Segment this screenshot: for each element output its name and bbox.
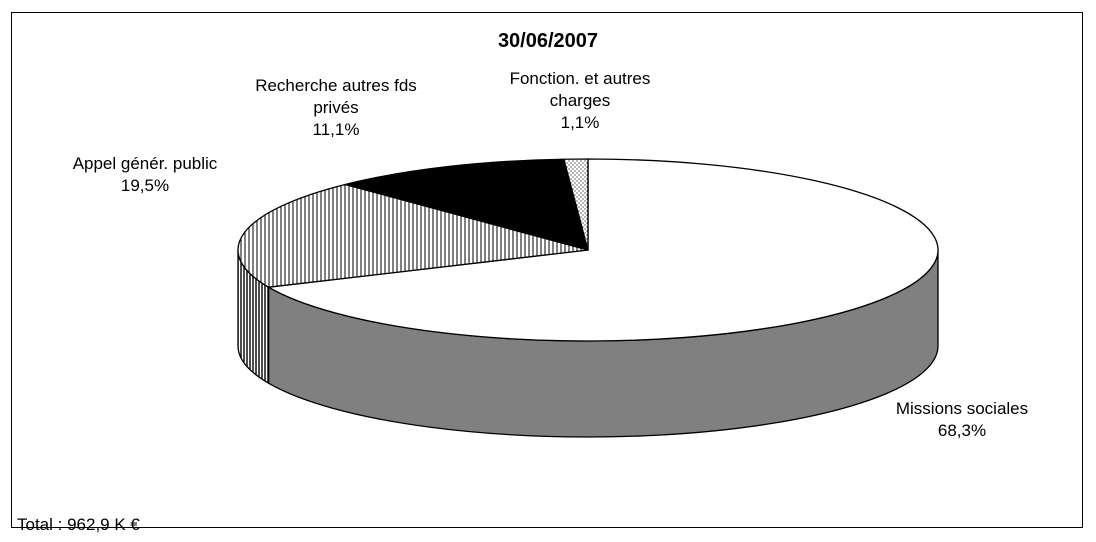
total-footer: Total : 962,9 K € (17, 515, 140, 534)
label-missions: Missions sociales 68,3% (862, 398, 1062, 442)
pie-slice-missions-sociales (267, 158, 939, 342)
label-missions-line2: 68,3% (937, 421, 987, 440)
label-fonction-line2: charges (549, 91, 611, 110)
pie-slice-appel-gener-public (237, 183, 589, 288)
chart-title: 30/06/2007 (497, 30, 599, 52)
pie-slice-fonction-et-autres-charges (563, 158, 589, 251)
label-missions-line1: Missions sociales (895, 399, 1029, 418)
label-fonction-line1: Fonction. et autres (509, 69, 651, 88)
label-recherche-line1: Recherche autres fds (255, 76, 417, 95)
label-fonction: Fonction. et autres charges 1,1% (462, 68, 698, 134)
label-recherche-line3: 11,1% (312, 120, 360, 139)
label-appel: Appel génér. public 19,5% (30, 153, 260, 197)
label-fonction-line3: 1,1% (560, 113, 600, 132)
label-recherche: Recherche autres fds privés 11,1% (210, 75, 462, 141)
label-appel-line1: Appel génér. public (72, 154, 218, 173)
label-recherche-line2: privés (313, 98, 359, 117)
label-appel-line2: 19,5% (120, 176, 170, 195)
pie-slice-recherche-autres-fds-prives (344, 158, 589, 251)
